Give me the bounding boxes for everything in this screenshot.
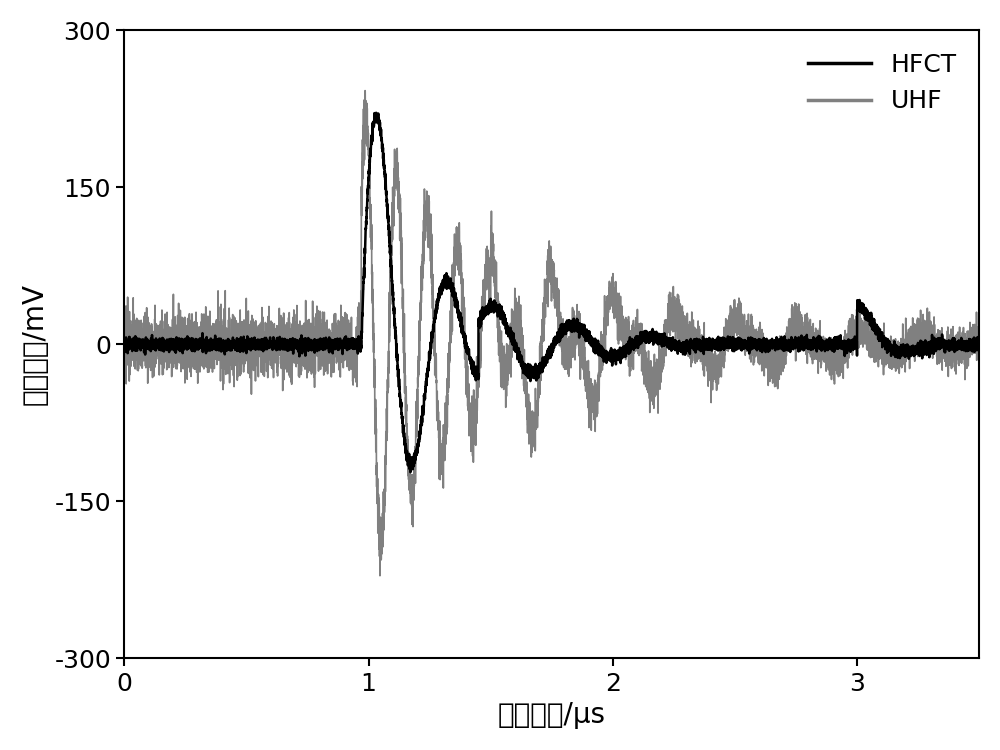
HFCT — [973, 336, 985, 345]
UHF — [374, 572, 386, 580]
UHF — [359, 86, 371, 95]
HFCT — [662, 339, 674, 348]
UHF — [973, 335, 985, 344]
HFCT — [370, 108, 382, 117]
HFCT — [624, 343, 636, 352]
UHF — [161, 334, 173, 344]
HFCT — [798, 338, 810, 346]
UHF — [624, 343, 636, 352]
UHF — [662, 327, 674, 336]
Line: UHF: UHF — [124, 91, 979, 576]
Y-axis label: 信号幅値/mV: 信号幅値/mV — [21, 284, 49, 405]
HFCT — [118, 344, 130, 352]
Line: HFCT: HFCT — [124, 112, 979, 472]
UHF — [118, 339, 130, 348]
HFCT — [404, 468, 416, 477]
UHF — [752, 353, 764, 362]
HFCT — [161, 341, 173, 350]
X-axis label: 时间序列/μs: 时间序列/μs — [498, 701, 606, 729]
UHF — [428, 306, 440, 315]
HFCT — [428, 317, 440, 326]
HFCT — [752, 335, 764, 344]
Legend: HFCT, UHF: HFCT, UHF — [798, 43, 967, 123]
UHF — [798, 327, 810, 336]
